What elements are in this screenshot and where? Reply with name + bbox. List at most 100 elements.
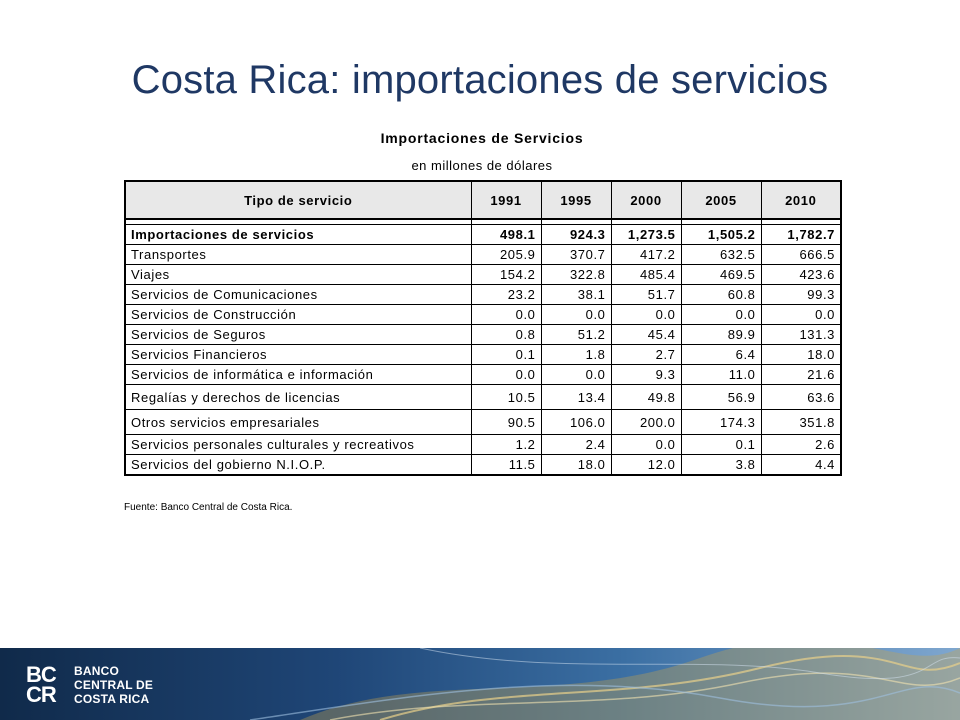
table-cell: 2.6	[760, 434, 842, 455]
table-cell: 924.3	[540, 224, 612, 245]
row-label: Importaciones de servicios	[124, 224, 472, 245]
table-row: Otros servicios empresariales 90.5 106.0…	[124, 409, 842, 435]
table-cell: 106.0	[540, 409, 612, 435]
source-note: Fuente: Banco Central de Costa Rica.	[124, 502, 293, 513]
bccr-logo-mark: BC CR	[26, 662, 66, 707]
slide-title: Costa Rica: importaciones de servicios	[131, 58, 829, 102]
table-cell: 13.4	[540, 384, 612, 410]
row-label: Servicios del gobierno N.I.O.P.	[124, 454, 472, 476]
table-cell: 417.2	[610, 244, 682, 265]
table-cell: 485.4	[610, 264, 682, 285]
table-cell: 63.6	[760, 384, 842, 410]
table-cell: 2.4	[540, 434, 612, 455]
table-cell: 18.0	[540, 454, 612, 476]
table-cell: 0.0	[470, 304, 542, 325]
table-cell: 90.5	[470, 409, 542, 435]
row-label: Servicios de informática e información	[124, 364, 472, 385]
table-cell: 51.7	[610, 284, 682, 305]
table-subtitle: en millones de dólares	[411, 158, 553, 173]
table-cell: 99.3	[760, 284, 842, 305]
logo-mark-top: BC	[26, 662, 57, 687]
row-label: Viajes	[124, 264, 472, 285]
table-cell: 0.0	[610, 434, 682, 455]
table-cell: 12.0	[610, 454, 682, 476]
table-header-row: Tipo de servicio 1991 1995 2000 2005 201…	[124, 180, 842, 220]
table-cell: 0.0	[540, 304, 612, 325]
table-cell: 469.5	[680, 264, 762, 285]
table-cell: 45.4	[610, 324, 682, 345]
table-cell: 1,273.5	[610, 224, 682, 245]
table-cell: 154.2	[470, 264, 542, 285]
table-cell: 0.1	[470, 344, 542, 365]
table-cell: 0.0	[760, 304, 842, 325]
banknote-wave-decoration	[249, 648, 960, 720]
table-row: Regalías y derechos de licencias 10.5 13…	[124, 384, 842, 410]
table-cell: 632.5	[680, 244, 762, 265]
column-header: 2005	[680, 180, 762, 220]
row-label: Otros servicios empresariales	[124, 409, 472, 435]
table-cell: 423.6	[760, 264, 842, 285]
table-row: Servicios de informática e información 0…	[124, 364, 842, 385]
logo-mark-bottom: CR	[26, 682, 57, 707]
table-cell: 322.8	[540, 264, 612, 285]
table-cell: 49.8	[610, 384, 682, 410]
table-cell: 4.4	[760, 454, 842, 476]
table-cell: 1.2	[470, 434, 542, 455]
table-row: Servicios de Construcción 0.0 0.0 0.0 0.…	[124, 304, 842, 325]
table-title: Importaciones de Servicios	[380, 130, 584, 146]
table-row: Servicios de Comunicaciones 23.2 38.1 51…	[124, 284, 842, 305]
table-cell: 1.8	[540, 344, 612, 365]
footer-banner	[0, 648, 960, 720]
table-cell: 0.0	[540, 364, 612, 385]
row-label: Regalías y derechos de licencias	[124, 384, 472, 410]
table-cell: 6.4	[680, 344, 762, 365]
table-cell: 174.3	[680, 409, 762, 435]
table-cell: 60.8	[680, 284, 762, 305]
table-row: Servicios del gobierno N.I.O.P. 11.5 18.…	[124, 454, 842, 476]
column-header: 1995	[540, 180, 612, 220]
table-cell: 1,782.7	[760, 224, 842, 245]
table-cell: 38.1	[540, 284, 612, 305]
logo-text-line: COSTA RICA	[74, 692, 150, 706]
logo-text-line: BANCO	[74, 664, 119, 678]
table-cell: 10.5	[470, 384, 542, 410]
table-row: Servicios de Seguros 0.8 51.2 45.4 89.9 …	[124, 324, 842, 345]
table-cell: 0.0	[680, 304, 762, 325]
row-label: Servicios de Construcción	[124, 304, 472, 325]
table-row: Servicios Financieros 0.1 1.8 2.7 6.4 18…	[124, 344, 842, 365]
table-cell: 351.8	[760, 409, 842, 435]
column-header: 2000	[610, 180, 682, 220]
table-row: Servicios personales culturales y recrea…	[124, 434, 842, 455]
row-label: Servicios de Comunicaciones	[124, 284, 472, 305]
table-cell: 1,505.2	[680, 224, 762, 245]
table-cell: 0.0	[610, 304, 682, 325]
column-header: 2010	[760, 180, 842, 220]
table-cell: 56.9	[680, 384, 762, 410]
bccr-logo-text: BANCO CENTRAL DE COSTA RICA	[74, 664, 153, 706]
table-cell: 18.0	[760, 344, 842, 365]
table-cell: 0.1	[680, 434, 762, 455]
table-row: Viajes 154.2 322.8 485.4 469.5 423.6	[124, 264, 842, 285]
column-header: Tipo de servicio	[124, 180, 472, 220]
table-cell: 9.3	[610, 364, 682, 385]
table-cell: 0.8	[470, 324, 542, 345]
table-cell: 11.0	[680, 364, 762, 385]
table-row: Importaciones de servicios 498.1 924.3 1…	[124, 224, 842, 245]
table-cell: 89.9	[680, 324, 762, 345]
table-cell: 131.3	[760, 324, 842, 345]
table-cell: 370.7	[540, 244, 612, 265]
table-cell: 0.0	[470, 364, 542, 385]
table-cell: 23.2	[470, 284, 542, 305]
imports-table: Tipo de servicio 1991 1995 2000 2005 201…	[124, 180, 842, 476]
table-row: Transportes 205.9 370.7 417.2 632.5 666.…	[124, 244, 842, 265]
table-cell: 51.2	[540, 324, 612, 345]
table-cell: 666.5	[760, 244, 842, 265]
table-cell: 11.5	[470, 454, 542, 476]
row-label: Servicios Financieros	[124, 344, 472, 365]
table-cell: 3.8	[680, 454, 762, 476]
table-cell: 200.0	[610, 409, 682, 435]
table-cell: 205.9	[470, 244, 542, 265]
table-cell: 498.1	[470, 224, 542, 245]
row-label: Transportes	[124, 244, 472, 265]
logo-text-line: CENTRAL DE	[74, 678, 154, 692]
